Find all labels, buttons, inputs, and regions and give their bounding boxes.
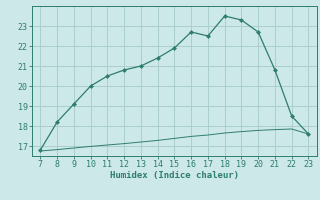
X-axis label: Humidex (Indice chaleur): Humidex (Indice chaleur) [110,171,239,180]
